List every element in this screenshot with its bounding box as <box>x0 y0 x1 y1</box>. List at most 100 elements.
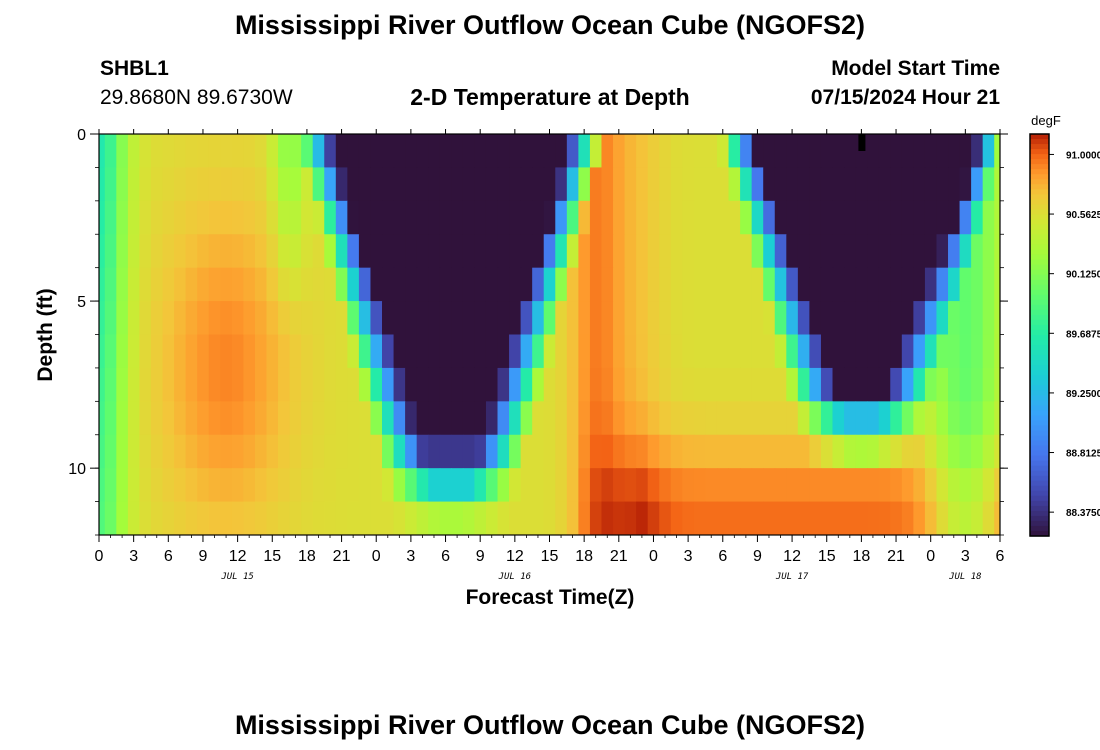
heatmap-cell <box>844 334 857 369</box>
heatmap-cell <box>520 434 533 469</box>
heatmap-cell <box>948 134 961 168</box>
heatmap-cell <box>959 234 972 269</box>
heatmap-cell <box>289 434 302 469</box>
heatmap-cell <box>497 367 510 402</box>
heatmap-cell <box>185 367 198 402</box>
heatmap-cell <box>624 301 637 335</box>
heatmap-cell <box>867 167 880 202</box>
heatmap-cell <box>670 434 683 469</box>
heatmap-cell <box>948 267 961 302</box>
heatmap-cell <box>208 334 221 369</box>
heatmap-cell <box>116 200 129 235</box>
heatmap-cell <box>763 200 776 235</box>
heatmap-cell <box>104 234 117 269</box>
heatmap-cell <box>104 301 117 335</box>
colorbar-segment <box>1030 465 1049 472</box>
colorbar-segment <box>1030 380 1049 386</box>
heatmap-cell <box>451 401 464 436</box>
heatmap-cell <box>901 334 914 369</box>
heatmap-cell <box>416 134 429 168</box>
heatmap-cell <box>878 468 891 503</box>
heatmap-cell <box>566 468 579 503</box>
heatmap-cell <box>208 501 221 536</box>
heatmap-cell <box>682 367 695 402</box>
heatmap-cell <box>763 167 776 202</box>
heatmap-cell <box>936 200 949 235</box>
heatmap-cell <box>116 301 129 335</box>
heatmap-cell <box>451 367 464 402</box>
heatmap-cell <box>266 200 279 235</box>
heatmap-cell <box>924 234 937 269</box>
heatmap-cell <box>786 301 799 335</box>
heatmap-cell <box>185 267 198 302</box>
heatmap-cell <box>324 167 337 202</box>
heatmap-cell <box>936 334 949 369</box>
heatmap-cell <box>809 334 822 369</box>
heatmap-cell <box>890 200 903 235</box>
heatmap-cell <box>197 334 210 369</box>
heatmap-cell <box>740 434 753 469</box>
heatmap-cell <box>335 134 348 168</box>
heatmap-cell <box>231 434 244 469</box>
heatmap-cell <box>913 267 926 302</box>
heatmap-cell <box>150 167 164 202</box>
heatmap-cell <box>913 134 926 168</box>
heatmap-cell <box>578 234 591 269</box>
heatmap-cell <box>266 234 279 269</box>
heatmap-cell <box>786 468 799 503</box>
heatmap-cell <box>716 167 730 202</box>
heatmap-cell <box>289 367 302 402</box>
heatmap-cell <box>763 501 776 536</box>
heatmap-cell <box>104 134 117 168</box>
heatmap-cell <box>174 434 187 469</box>
heatmap-cell <box>312 468 325 503</box>
heatmap-cell <box>878 301 891 335</box>
heatmap-cell <box>197 200 210 235</box>
heatmap-cell <box>324 134 337 168</box>
heatmap-cell <box>220 468 233 503</box>
heatmap-cell <box>439 367 452 402</box>
heatmap-cell <box>520 367 533 402</box>
heatmap-cell <box>589 367 602 402</box>
heatmap-cell <box>370 501 383 536</box>
heatmap-cell <box>647 200 660 235</box>
heatmap-cell <box>532 501 545 536</box>
heatmap-cell <box>301 367 314 402</box>
heatmap-cell <box>809 167 822 202</box>
heatmap-cell <box>901 501 914 536</box>
heatmap-cell <box>774 267 787 302</box>
heatmap-cell <box>116 501 129 536</box>
heatmap-cell <box>705 301 718 335</box>
heatmap-cell <box>543 367 556 402</box>
y-tick-label: 10 <box>68 461 86 478</box>
heatmap-cell <box>913 367 926 402</box>
heatmap-cell <box>982 468 995 503</box>
heatmap-cell <box>532 301 545 335</box>
heatmap-cell <box>289 134 302 168</box>
heatmap-cell <box>116 434 129 469</box>
heatmap-cell <box>844 301 857 335</box>
heatmap-cell <box>393 401 406 436</box>
heatmap-cell <box>728 334 741 369</box>
heatmap-cell <box>936 234 949 269</box>
heatmap-cell <box>566 501 579 536</box>
colorbar-segment <box>1030 335 1049 341</box>
heatmap-cell <box>127 301 140 335</box>
heatmap-cell <box>578 434 591 469</box>
heatmap-cell <box>763 468 776 503</box>
heatmap-cell <box>174 501 187 536</box>
heatmap-cell <box>174 468 187 503</box>
heatmap-cell <box>751 401 764 436</box>
heatmap-cell <box>867 267 880 302</box>
heatmap-cell <box>867 200 880 235</box>
heatmap-cell <box>809 434 822 469</box>
heatmap-cell <box>740 200 753 235</box>
heatmap-cell <box>543 267 556 302</box>
heatmap-cell <box>347 200 360 235</box>
heatmap-cell <box>705 367 718 402</box>
heatmap-cell <box>636 200 649 235</box>
colorbar-segment <box>1030 410 1049 417</box>
heatmap-cell <box>740 267 753 302</box>
heatmap-cell <box>636 434 649 469</box>
heatmap-cell <box>624 167 637 202</box>
